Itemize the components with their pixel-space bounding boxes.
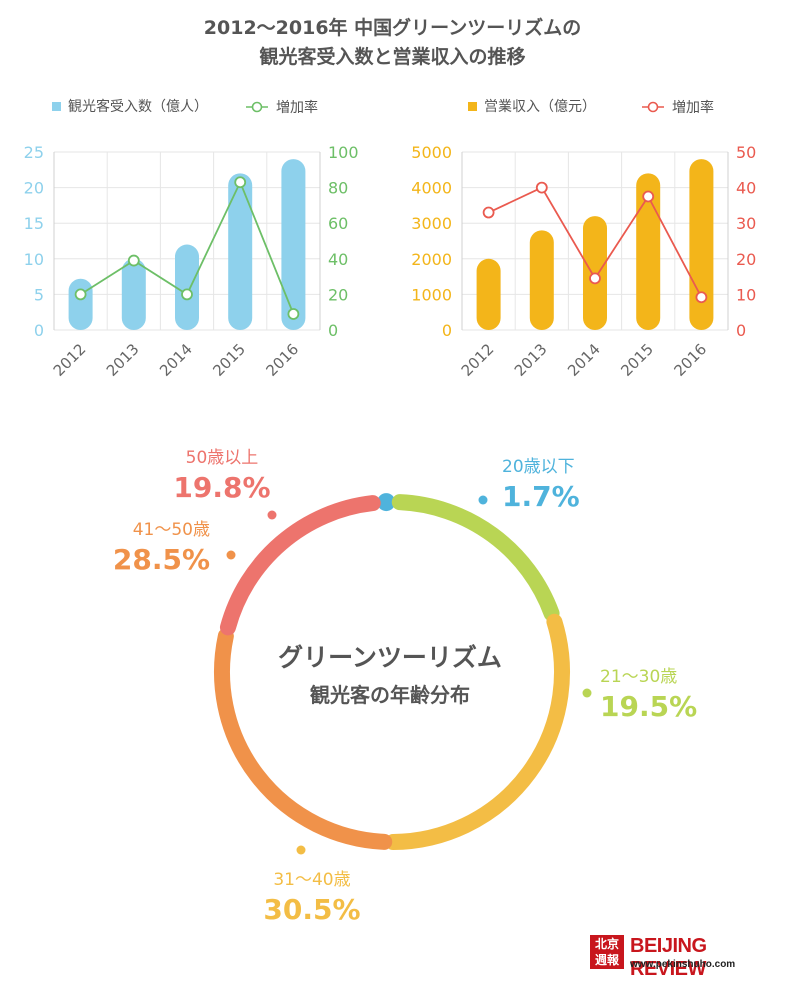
y-tick-left: 3000 <box>411 214 452 233</box>
donut-slice <box>391 494 560 622</box>
x-tick-label: 2016 <box>262 340 302 380</box>
bar <box>636 173 661 330</box>
donut-slice <box>377 493 396 512</box>
x-tick-label: 2014 <box>156 340 196 380</box>
y-tick-left: 15 <box>24 214 44 233</box>
x-tick-label: 2012 <box>50 340 90 380</box>
x-tick-label: 2013 <box>511 340 551 380</box>
y-tick-left: 0 <box>442 321 452 340</box>
slice-percent: 1.7% <box>502 480 580 513</box>
growth-point <box>74 288 87 301</box>
legend-line-marker <box>251 101 263 113</box>
bar <box>281 159 306 330</box>
y-tick-left: 4000 <box>411 179 452 198</box>
x-tick-label: 2014 <box>564 340 604 380</box>
title-line-2: 観光客受入数と営業収入の推移 <box>259 46 526 68</box>
growth-point <box>695 291 708 304</box>
page-title: 2012〜2016年 中国グリーンツーリズムの 観光客受入数と営業収入の推移 <box>0 14 785 72</box>
title-line-1: 2012〜2016年 中国グリーンツーリズムの <box>203 17 582 39</box>
slice-label-dot <box>226 550 236 560</box>
growth-point <box>127 254 140 267</box>
donut-title-line-2: 観光客の年齢分布 <box>310 683 470 707</box>
y-tick-right: 0 <box>736 321 746 340</box>
slice-percent: 19.8% <box>173 471 270 504</box>
logo-url: www.pekinshuho.com <box>630 959 736 970</box>
slice-label: 31〜40歳 <box>273 870 350 890</box>
y-tick-right: 0 <box>328 321 338 340</box>
bar <box>228 173 253 330</box>
bar <box>175 244 199 330</box>
y-tick-left: 5 <box>34 285 44 304</box>
y-tick-right: 20 <box>328 285 348 304</box>
bar <box>121 258 146 330</box>
y-tick-right: 80 <box>328 179 348 198</box>
growth-point <box>642 190 655 203</box>
legend-bar-label: 観光客受入数（億人） <box>68 98 208 115</box>
x-tick-label: 2013 <box>103 340 143 380</box>
y-tick-right: 10 <box>736 285 756 304</box>
slice-label-dot <box>267 510 277 520</box>
x-tick-label: 2015 <box>617 340 657 380</box>
slice-label: 21〜30歳 <box>600 667 677 687</box>
logo-seal-text: 北京週報 <box>595 937 620 967</box>
donut-title-line-1: グリーンツーリズム <box>278 643 502 672</box>
logo-name: BEIJING REVIEW <box>630 935 707 980</box>
y-tick-right: 60 <box>328 214 348 233</box>
y-tick-left: 1000 <box>411 285 452 304</box>
bar <box>529 230 554 330</box>
slice-percent: 19.5% <box>600 690 697 723</box>
y-tick-right: 100 <box>328 143 359 162</box>
growth-point <box>482 206 495 219</box>
slice-label: 41〜50歳 <box>133 520 210 540</box>
y-tick-left: 25 <box>24 143 44 162</box>
y-tick-right: 20 <box>736 250 756 269</box>
legend-bar-swatch <box>468 102 477 111</box>
y-tick-right: 50 <box>736 143 756 162</box>
growth-point <box>535 181 548 194</box>
x-tick-label: 2015 <box>209 340 249 380</box>
y-tick-left: 0 <box>34 321 44 340</box>
revenue-chart: 営業収入（億元） 増加率 0 0 1000 10 2000 20 3000 30 4000 40 500… <box>411 99 756 380</box>
y-tick-right: 40 <box>736 179 756 198</box>
y-tick-right: 40 <box>328 250 348 269</box>
logo-seal: 北京週報 <box>590 935 624 969</box>
slice-label-dot <box>478 495 488 505</box>
y-tick-right: 30 <box>736 214 756 233</box>
bar <box>68 278 93 330</box>
y-tick-left: 20 <box>24 179 44 198</box>
growth-point <box>589 272 601 285</box>
growth-point <box>234 176 247 189</box>
donut-slice <box>214 628 393 850</box>
slice-label-dot <box>296 845 306 855</box>
legend-bar-label: 営業収入（億元） <box>484 99 596 115</box>
donut-slice <box>385 613 570 850</box>
x-tick-label: 2012 <box>458 340 498 380</box>
slice-percent: 30.5% <box>263 893 360 926</box>
y-tick-left: 10 <box>24 250 44 269</box>
legend-line-label: 増加率 <box>672 99 714 116</box>
bar <box>476 258 501 330</box>
slice-label-dot <box>582 688 592 698</box>
legend-line-marker <box>647 101 659 113</box>
beijing-review-logo: 北京週報 BEIJING REVIEW www.pekinshuho.com <box>590 935 770 980</box>
age-distribution-chart: 20歳以下 1.7% 21〜30歳 19.5% 31〜40歳 30.5% 41〜50歳 28.… <box>113 448 697 926</box>
growth-point <box>287 308 300 320</box>
x-tick-label: 2016 <box>670 340 710 380</box>
slice-label: 50歳以上 <box>186 448 259 468</box>
growth-point <box>181 288 193 301</box>
slice-label: 20歳以下 <box>502 457 575 477</box>
legend-bar-swatch <box>52 102 61 111</box>
bar <box>689 159 714 330</box>
donut-slice <box>219 495 381 636</box>
y-tick-left: 5000 <box>411 143 452 162</box>
legend-line-label: 増加率 <box>276 99 318 116</box>
slice-percent: 28.5% <box>113 543 210 576</box>
y-tick-left: 2000 <box>411 250 452 269</box>
visitors-chart: 観光客受入数（億人） 増加率 0 0 5 20 10 40 15 60 20 80 25 100 2012 2… <box>24 98 359 380</box>
